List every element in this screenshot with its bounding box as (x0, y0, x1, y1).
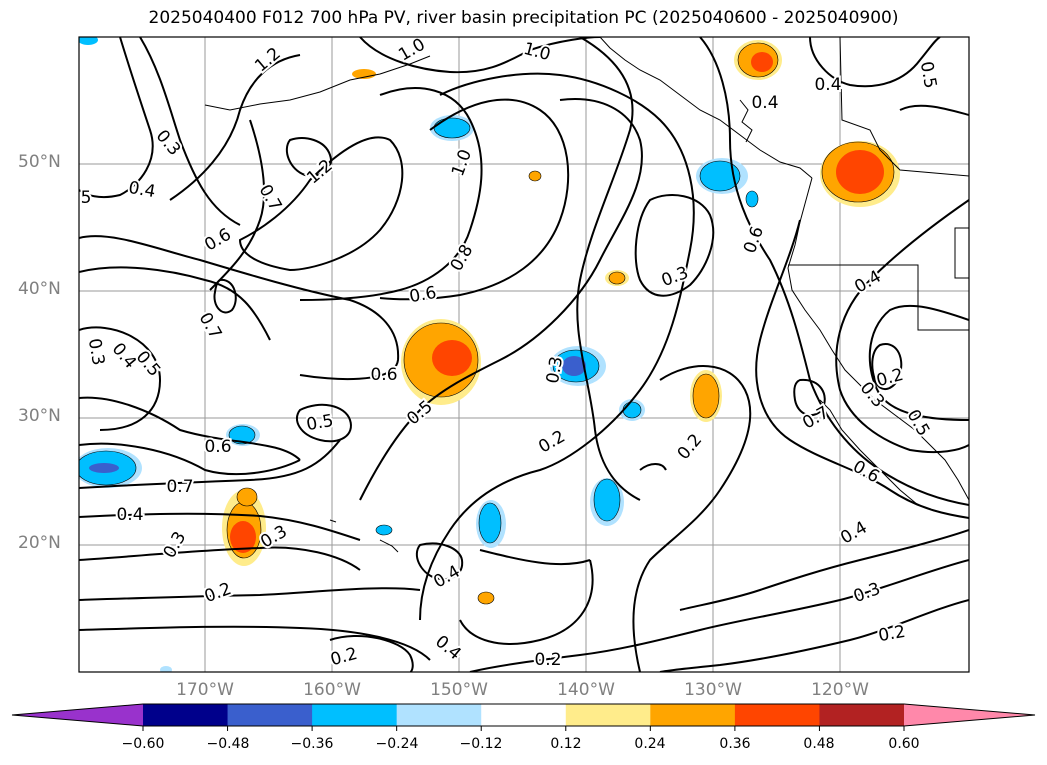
lon-label: 120°W (811, 680, 869, 700)
map-frame (78, 36, 970, 673)
contour-label: 0.3 (160, 528, 191, 561)
precip-negative-blob (699, 160, 741, 192)
contour-label: 0.5 (305, 411, 335, 435)
contour-label: 0.2 (535, 427, 568, 458)
colorbar-segment (650, 704, 736, 726)
lon-label: 150°W (430, 680, 488, 700)
contour-label: 0.4 (431, 632, 465, 665)
precip-positive-blob (432, 340, 472, 376)
precip-positive-blob (751, 52, 773, 72)
precip-negative-blob (228, 425, 256, 445)
colorbar-segment (565, 704, 651, 726)
colorbar-extend-min (12, 704, 143, 726)
precip-positive-blob (608, 271, 626, 285)
contour-label: 1.0 (448, 147, 476, 179)
precip-negative-blob (745, 190, 759, 208)
contour-label: 0.4 (127, 178, 157, 202)
contour-label: 0.6 (201, 225, 234, 256)
colorbar-tick-label: −0.60 (121, 736, 165, 752)
contour-label: 0.7 (166, 477, 193, 497)
precip-negative-blob (562, 356, 586, 376)
colorbar-tick-label: 0.60 (888, 736, 920, 752)
contour-label: 0.3 (543, 355, 567, 385)
contour-label: 0.6 (204, 437, 231, 457)
precip-positive-blob (836, 150, 884, 194)
colorbar-segment (227, 704, 313, 726)
precip-positive-blob (692, 373, 720, 419)
colorbar-segment (396, 704, 482, 726)
colorbar-segment (734, 704, 820, 726)
contour-label: 0.4 (751, 93, 778, 113)
precip-positive-blob (477, 591, 495, 605)
contour-label: 0.2 (534, 650, 561, 670)
contour-label: 0.4 (116, 505, 143, 525)
contour-labels: 1.2 1.0 1.00.40.4 0.50.30.45 0.71.2 1.00.60.8… (79, 35, 942, 672)
lon-label: 170°W (176, 680, 234, 700)
contour-label: 1.2 (251, 44, 285, 77)
precip-positive-blob (230, 521, 256, 553)
precip-negative-blob (433, 117, 471, 139)
contour-label: 0.3 (152, 126, 185, 160)
lon-label: 130°W (684, 680, 742, 700)
precip-positive-blob (236, 487, 258, 507)
contour-label: 0.8 (447, 241, 478, 274)
colorbar-tick-label: 0.12 (550, 736, 582, 752)
colorbar-tick-label: 0.24 (634, 736, 666, 752)
contour-label: 1.0 (395, 35, 428, 66)
colorbar-extend-max (904, 704, 1035, 726)
contour-label: 0.6 (370, 365, 397, 385)
lat-label: 30°N (18, 406, 61, 426)
colorbar-tick-label: 0.36 (719, 736, 751, 752)
colorbar-tick-label: −0.48 (206, 736, 250, 752)
map-title: 2025040400 F012 700 hPa PV, river basin … (148, 8, 899, 28)
contour-label: 0.5 (903, 406, 934, 439)
precip-shading (79, 37, 900, 672)
colorbar-segment (312, 704, 398, 726)
colorbar-segment (819, 704, 905, 726)
pv-contours (79, 37, 969, 672)
contour-label: 0.2 (328, 644, 359, 670)
colorbar (11, 703, 1036, 731)
precip-negative-blob (593, 478, 621, 522)
contour-label: 0.5 (916, 60, 940, 90)
precip-negative-blob (89, 463, 119, 473)
contour-label: 0.4 (837, 518, 870, 549)
colorbar-segment (143, 704, 229, 726)
lat-label: 50°N (18, 152, 61, 172)
contour-label: 0.2 (202, 579, 234, 607)
contour-label: 0.7 (255, 181, 286, 214)
precip-negative-blob (375, 524, 393, 536)
colorbar-tick-label: −0.36 (290, 736, 334, 752)
contour-label: 0.4 (814, 75, 841, 95)
lat-label: 40°N (18, 279, 61, 299)
contour-label: 0.6 (408, 283, 438, 307)
precip-positive-blob (528, 170, 542, 182)
precip-negative-blob (622, 401, 642, 419)
lon-label: 160°W (303, 680, 361, 700)
colorbar-segment (481, 704, 567, 726)
colorbar-tick-label: −0.12 (459, 736, 503, 752)
lat-label: 20°N (18, 533, 61, 553)
precip-negative-blob (478, 502, 502, 544)
contour-label: 1.0 (521, 39, 552, 65)
contour-label: 0.3 (84, 337, 108, 367)
contour-label: 0.3 (851, 579, 883, 607)
colorbar-tick-label: 0.48 (803, 736, 835, 752)
contour-label: 0.2 (674, 430, 707, 464)
colorbar-tick-label: −0.24 (375, 736, 419, 752)
contour-label: 5 (81, 188, 92, 208)
contour-label: 0.7 (195, 309, 226, 342)
lon-label: 140°W (557, 680, 615, 700)
precip-negative-blob (79, 37, 98, 45)
contour-label: 0.2 (877, 622, 907, 646)
precip-negative-blob (160, 666, 172, 672)
